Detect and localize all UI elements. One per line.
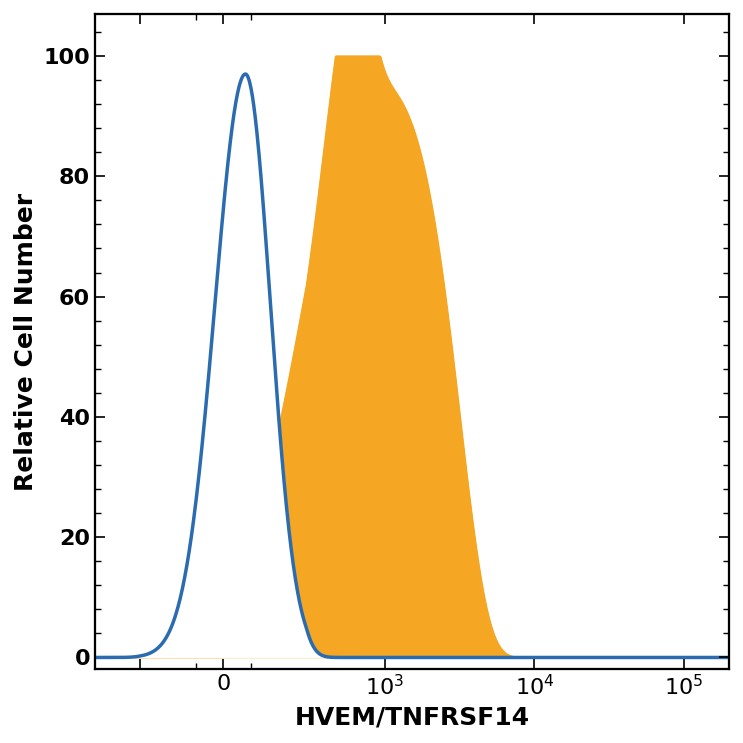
Y-axis label: Relative Cell Number: Relative Cell Number <box>14 192 38 491</box>
X-axis label: HVEM/TNFRSF14: HVEM/TNFRSF14 <box>294 705 530 729</box>
